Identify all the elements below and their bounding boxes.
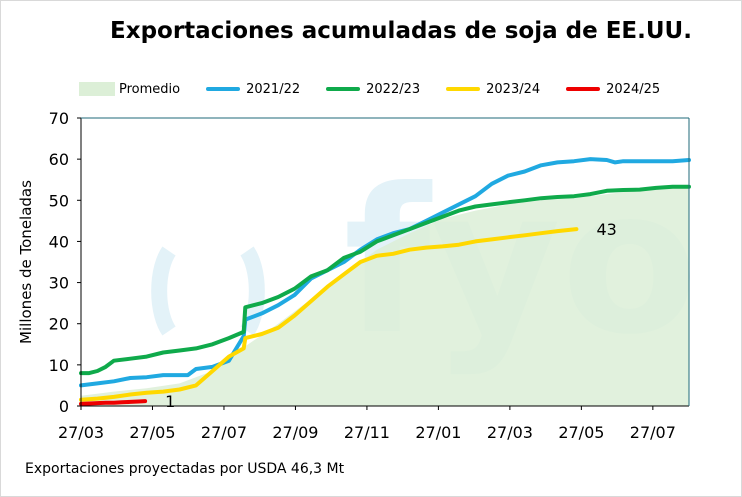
x-tick-label: 27/01 — [415, 423, 461, 442]
label-layer: 43 1 — [165, 220, 617, 411]
x-tick-label: 27/03 — [58, 423, 104, 442]
legend-label-2024-25: 2024/25 — [606, 81, 661, 97]
axes-layer: 0 10 20 30 40 50 60 70 27/03 27/05 27/07 27/09 27/11… — [17, 109, 690, 442]
legend-swatch-2024-25 — [566, 87, 601, 91]
y-tick-label: 40 — [49, 232, 69, 251]
y-axis-title: Millones de Toneladas — [17, 180, 35, 344]
line-layer — [79, 157, 691, 406]
y-tick-label: 30 — [49, 274, 69, 293]
y-tick-label: 20 — [49, 315, 69, 334]
legend-label-2022-23: 2022/23 — [366, 81, 421, 97]
area-layer — [81, 186, 689, 406]
legend-label-2023-24: 2023/24 — [486, 81, 541, 97]
y-tick-label: 0 — [59, 397, 69, 416]
legend-label-2021-22: 2021/22 — [246, 81, 301, 97]
data-label-2023-24: 43 — [596, 220, 616, 239]
legend-swatch-promedio — [79, 82, 115, 96]
series-line-2023-24 — [79, 227, 579, 402]
legend-label-promedio: Promedio — [119, 81, 181, 97]
chart-title: Exportaciones acumuladas de soja de EE.U… — [110, 18, 692, 44]
x-tick-label: 27/07 — [201, 423, 247, 442]
x-tick-label: 27/07 — [630, 423, 676, 442]
y-tick-label: 50 — [49, 191, 69, 210]
y-tick-label: 70 — [49, 109, 69, 128]
x-tick-label: 27/11 — [344, 423, 390, 442]
series-line-2024-25 — [79, 399, 148, 406]
x-tick-label: 27/05 — [129, 423, 175, 442]
footnote: Exportaciones proyectadas por USDA 46,3 … — [25, 461, 345, 477]
legend-item-2021-22: 2021/22 — [206, 82, 300, 97]
legend-item-2023-24: 2023/24 — [446, 82, 540, 97]
watermark-paren-left — [151, 246, 176, 336]
x-tick-label: 27/09 — [272, 423, 318, 442]
legend-swatch-2023-24 — [446, 87, 481, 91]
data-label-2024-25: 1 — [165, 392, 175, 411]
legend-swatch-2021-22 — [206, 87, 241, 91]
watermark-paren-right — [240, 246, 265, 336]
y-tick-label: 10 — [49, 356, 69, 375]
legend-item-promedio: Promedio — [79, 82, 180, 97]
legend-swatch-2022-23 — [326, 87, 361, 91]
legend-item-2022-23: 2022/23 — [326, 82, 420, 97]
chart-legend: Promedio 2021/22 2022/23 2023/24 2024/25 — [79, 79, 686, 99]
x-tick-label: 27/05 — [558, 423, 604, 442]
x-tick-label: 27/03 — [487, 423, 533, 442]
legend-item-2024-25: 2024/25 — [566, 82, 660, 97]
series-line-2022-23 — [79, 184, 691, 376]
y-tick-label: 60 — [49, 150, 69, 169]
series-area-promedio — [81, 186, 689, 406]
